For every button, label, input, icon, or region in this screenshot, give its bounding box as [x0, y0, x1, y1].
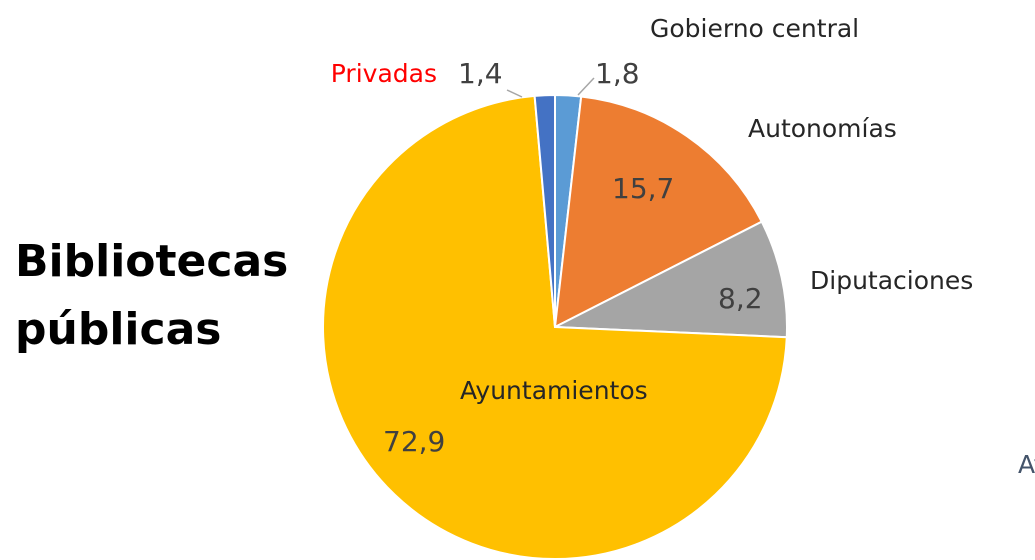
- leader-line: [577, 77, 595, 96]
- value-label: 1,8: [595, 57, 640, 90]
- leader-line: [506, 89, 523, 98]
- value-label: 72,9: [383, 425, 445, 458]
- slice-label: Autonomías: [748, 114, 897, 143]
- slice-label: Diputaciones: [810, 266, 973, 295]
- pie-slice: [322, 94, 788, 560]
- value-label: 15,7: [612, 172, 674, 205]
- slice-label: Ayuntamientos: [460, 376, 648, 405]
- value-label: 8,2: [718, 282, 763, 315]
- annotation: Ay: [1018, 450, 1035, 479]
- pie-slice: [553, 95, 764, 329]
- pie-slice: [533, 93, 556, 328]
- chart-title: Bibliotecas públicas: [15, 236, 289, 355]
- value-label: 1,4: [458, 57, 503, 90]
- slice-label: Privadas: [331, 59, 437, 88]
- slice-label: Gobierno central: [650, 14, 859, 43]
- pie-slice: [551, 220, 788, 339]
